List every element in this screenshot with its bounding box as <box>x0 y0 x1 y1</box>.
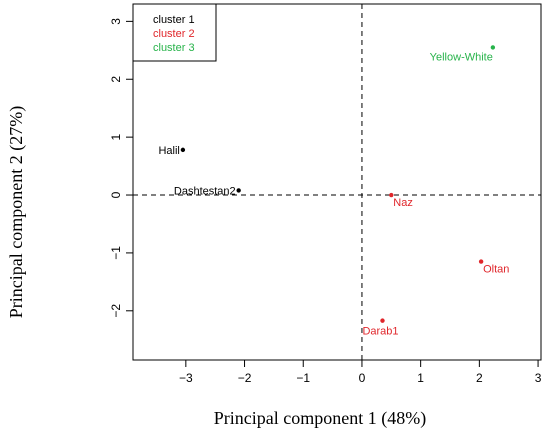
legend: cluster 1 cluster 2 cluster 3 <box>132 3 217 62</box>
y-tick-label: 2 <box>109 76 123 83</box>
y-tick-label: 1 <box>109 133 123 140</box>
y-axis-title: Principal component 2 (27%) <box>6 106 27 318</box>
y-tick-label: −2 <box>109 304 123 318</box>
data-point <box>389 192 394 198</box>
x-axis: −3 −2 −1 0 1 2 3 <box>179 360 542 385</box>
x-tick-label: 2 <box>476 371 483 385</box>
data-point <box>180 147 186 153</box>
x-tick-label: 1 <box>417 371 424 385</box>
point-label: Halil <box>158 145 179 157</box>
legend-entry-cluster-2: cluster 2 <box>153 28 195 40</box>
point-label: Darab1 <box>362 326 398 338</box>
point-label: Oltan <box>483 264 509 276</box>
data-point <box>478 259 484 264</box>
data-points: Halil Dashtestan2 Naz Oltan Darab1 Yellow-Whi… <box>158 45 509 338</box>
x-tick-label: −1 <box>296 371 310 385</box>
x-tick-label: 0 <box>359 371 366 385</box>
data-point <box>490 45 496 50</box>
data-point <box>236 188 241 193</box>
point-label: Yellow-White <box>430 51 493 63</box>
data-point <box>380 318 385 323</box>
reference-lines <box>133 4 541 360</box>
x-tick-label: −3 <box>179 371 193 385</box>
y-tick-label: 0 <box>109 191 123 198</box>
y-tick-label: −1 <box>109 246 123 260</box>
x-tick-label: 3 <box>535 371 542 385</box>
legend-box <box>132 3 217 62</box>
point-label: Dashtestan2 <box>174 185 236 197</box>
x-tick-label: −2 <box>238 371 252 385</box>
legend-entry-cluster-3: cluster 3 <box>153 42 195 54</box>
y-tick-label: 3 <box>109 18 123 25</box>
legend-entry-cluster-1: cluster 1 <box>153 14 195 26</box>
plot-frame <box>132 3 542 361</box>
point-label: Naz <box>393 197 413 209</box>
y-axis: −2 −1 0 1 2 3 <box>109 18 133 318</box>
x-axis-title: Principal component 1 (48%) <box>214 408 426 429</box>
